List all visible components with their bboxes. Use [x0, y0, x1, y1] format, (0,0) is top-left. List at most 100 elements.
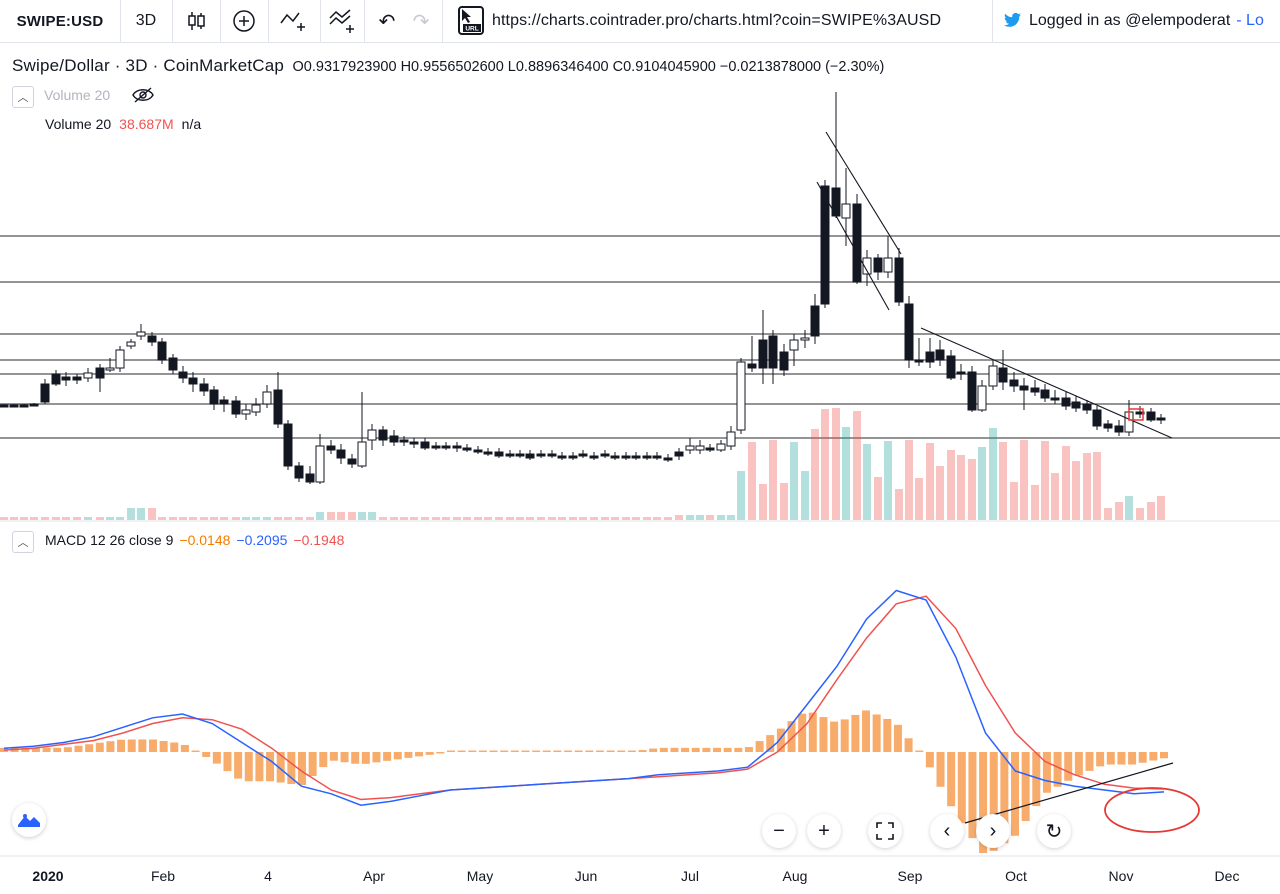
candle — [336, 444, 346, 464]
volume-bar — [474, 517, 482, 520]
scroll-right-button[interactable]: › — [976, 814, 1010, 848]
reset-chart-button[interactable]: ↻ — [1037, 814, 1071, 848]
scroll-left-button[interactable]: ‹ — [930, 814, 964, 848]
time-axis-label: Sep — [897, 868, 923, 884]
candle — [1092, 406, 1102, 430]
candle — [515, 450, 525, 458]
volume-bar — [442, 517, 450, 520]
candle-body — [967, 371, 977, 411]
volume-bar — [643, 517, 651, 520]
candles-icon[interactable] — [172, 0, 220, 42]
candle — [431, 442, 441, 450]
divider — [268, 0, 269, 42]
volume-bar — [1136, 508, 1144, 520]
candle — [136, 324, 146, 340]
macd-histogram-bar — [915, 750, 924, 752]
macd-histogram-bar — [415, 752, 424, 757]
volume-bar — [1104, 508, 1112, 520]
macd-histogram-bar — [1149, 752, 1158, 761]
macd-histogram-bar — [553, 750, 562, 752]
candle — [389, 430, 399, 446]
volume-bar — [274, 517, 282, 520]
volume-bar — [252, 517, 260, 520]
candle — [83, 368, 93, 382]
macd-histogram-bar — [361, 752, 370, 764]
macd-histogram-bar — [670, 747, 679, 752]
candle-body — [188, 377, 198, 385]
eye-off-icon[interactable] — [132, 86, 154, 109]
macd-histogram-bar — [766, 735, 775, 752]
compare-icon[interactable] — [268, 0, 320, 42]
undo-icon[interactable]: ↶ — [378, 10, 396, 33]
macd-histogram-bar — [925, 752, 934, 768]
interval-button[interactable]: 3D — [135, 12, 157, 29]
volume-bar — [516, 517, 524, 520]
zoom-in-button[interactable]: + — [807, 814, 841, 848]
candle-body — [589, 455, 599, 459]
zoom-out-button[interactable]: − — [762, 814, 796, 848]
add-indicator-icon[interactable] — [220, 0, 268, 42]
candle — [674, 448, 684, 460]
macd-histogram-bar — [383, 752, 392, 761]
volume-bar — [506, 517, 514, 520]
volume-bar — [1041, 441, 1049, 520]
volume-name: Volume 20 — [45, 116, 112, 132]
candle — [726, 426, 736, 450]
indicators-icon[interactable] — [320, 0, 364, 42]
macd-histogram-bar — [734, 747, 743, 752]
candle-body — [914, 359, 924, 363]
volume-bar — [232, 517, 240, 520]
candle — [1050, 390, 1060, 404]
candle — [956, 364, 966, 380]
candle — [178, 366, 188, 383]
fullscreen-button[interactable] — [868, 814, 902, 848]
volume-bar — [737, 471, 745, 520]
candle-body — [147, 335, 157, 343]
macd-line-value: −0.2095 — [236, 532, 288, 548]
candle-body — [251, 404, 261, 413]
candle-body — [883, 257, 893, 273]
volume-bar — [884, 441, 892, 520]
volume-bar — [379, 517, 387, 520]
macd-histogram-bar — [649, 748, 658, 752]
url-icon[interactable]: URL — [448, 0, 490, 42]
macd-histogram-bar — [957, 752, 966, 824]
candle-body — [315, 445, 325, 483]
candle — [19, 404, 29, 408]
symbol-search-button[interactable]: SWIPE:USD — [16, 12, 104, 30]
candle-body — [51, 373, 61, 385]
candle-body — [1135, 411, 1145, 415]
candle — [367, 424, 377, 450]
chevron-up-icon[interactable]: ︿ — [12, 86, 34, 108]
tradingview-logo-icon[interactable] — [12, 803, 46, 837]
candle — [241, 404, 251, 420]
chevron-up-icon[interactable]: ︿ — [12, 531, 34, 553]
candle — [914, 338, 924, 366]
volume-bar — [421, 517, 429, 520]
volume-bar — [84, 517, 92, 520]
volume-bar — [20, 517, 28, 520]
trend-line — [816, 181, 890, 311]
chart-url[interactable]: https://charts.cointrader.pro/charts.htm… — [492, 12, 942, 29]
macd-histogram-bar — [564, 750, 573, 752]
redo-icon[interactable]: ↷ — [412, 10, 430, 33]
macd-histogram-bar — [1074, 752, 1083, 776]
volume-bar — [1147, 502, 1155, 520]
macd-histogram-bar — [212, 752, 221, 764]
logout-link[interactable]: - Lo — [1236, 12, 1264, 29]
divider — [442, 0, 443, 42]
macd-histogram-bar — [713, 747, 722, 752]
candle — [199, 378, 209, 396]
macd-histogram-bar — [1021, 752, 1030, 822]
candle-body — [1103, 423, 1113, 429]
candle — [378, 426, 388, 446]
candle — [831, 92, 841, 218]
candle — [758, 310, 768, 384]
candle-body — [695, 445, 705, 451]
candle — [600, 450, 610, 458]
macd-histogram-bar — [85, 744, 94, 752]
volume-hidden-label[interactable]: Volume 20 — [44, 87, 111, 103]
macd-histogram-bar — [53, 747, 62, 752]
macd-histogram-bar — [883, 718, 892, 752]
